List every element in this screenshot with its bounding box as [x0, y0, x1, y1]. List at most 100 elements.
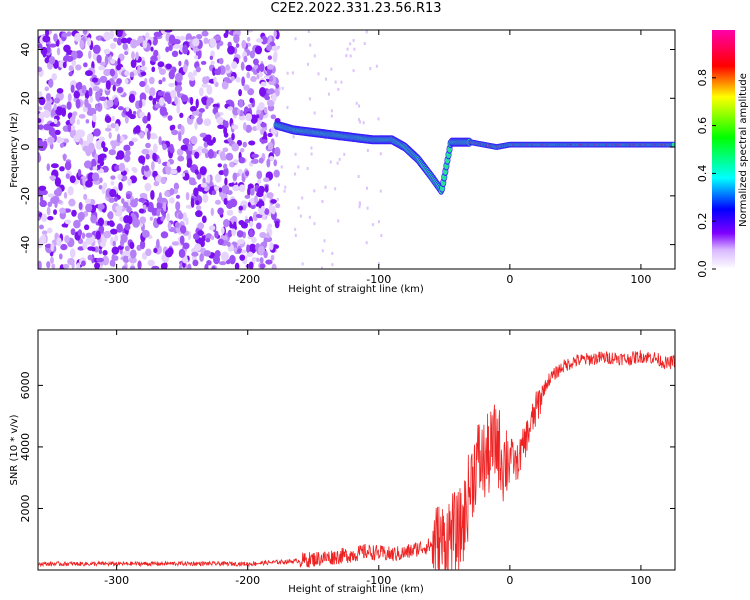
noise-cell	[38, 96, 46, 106]
noise-cell	[231, 132, 235, 141]
noise-cell	[268, 80, 276, 86]
noise-cell	[238, 205, 244, 211]
noise-cell	[160, 231, 169, 239]
noise-cell	[248, 261, 254, 269]
noise-cell	[294, 152, 297, 156]
noise-cell	[73, 90, 81, 99]
noise-cell	[294, 233, 297, 237]
noise-cell	[164, 30, 173, 33]
noise-cell	[109, 68, 116, 77]
noise-cell	[111, 253, 116, 263]
noise-cell	[238, 219, 245, 226]
noise-cell	[363, 42, 366, 46]
noise-cell	[63, 44, 71, 53]
noise-cell	[217, 207, 224, 215]
noise-cell	[286, 105, 289, 109]
noise-cell	[203, 118, 212, 127]
noise-cell	[187, 143, 193, 152]
noise-cell	[206, 139, 215, 146]
noise-cell	[162, 143, 167, 151]
noise-cell	[377, 262, 380, 266]
noise-cell	[329, 160, 332, 164]
noise-cell	[96, 257, 104, 263]
noise-cell	[109, 42, 117, 50]
noise-cell	[156, 208, 161, 217]
noise-cell	[191, 251, 199, 257]
noise-cell	[152, 134, 158, 140]
noise-cell	[41, 230, 48, 235]
noise-cell	[164, 93, 168, 102]
noise-cell	[225, 64, 230, 71]
noise-cell	[94, 262, 101, 269]
noise-cell	[176, 104, 181, 114]
noise-cell	[245, 124, 252, 133]
noise-cell	[366, 206, 369, 210]
noise-cell	[353, 47, 356, 51]
noise-cell	[86, 109, 95, 116]
noise-cell	[245, 113, 253, 122]
noise-cell	[210, 60, 215, 65]
noise-cell	[263, 239, 268, 248]
x-tick-label: -100	[366, 574, 391, 587]
noise-cell	[92, 85, 100, 92]
noise-cell	[205, 233, 213, 240]
noise-cell	[267, 64, 274, 70]
noise-cell	[250, 75, 257, 82]
noise-cell	[110, 58, 116, 65]
noise-cell	[281, 86, 284, 90]
noise-cell	[249, 220, 254, 228]
noise-cell	[362, 121, 365, 125]
noise-cell	[129, 241, 135, 250]
noise-cell	[260, 35, 268, 45]
noise-cell	[252, 211, 258, 222]
noise-cell	[91, 172, 100, 182]
noise-cell	[222, 147, 229, 153]
noise-cell	[235, 43, 240, 48]
noise-cell	[147, 111, 151, 122]
noise-cell	[255, 38, 264, 43]
noise-cell	[134, 197, 139, 203]
noise-cell	[144, 182, 152, 192]
noise-cell	[117, 106, 124, 111]
noise-cell	[171, 129, 179, 136]
noise-cell	[147, 259, 155, 267]
noise-cell	[47, 43, 51, 54]
noise-cell	[48, 78, 54, 88]
noise-cell	[216, 42, 220, 50]
noise-cell	[267, 55, 273, 60]
noise-cell	[334, 80, 337, 84]
noise-cell	[258, 157, 264, 164]
noise-cell	[246, 71, 251, 79]
noise-cell	[38, 112, 47, 118]
noise-cell	[270, 199, 277, 204]
noise-cell	[98, 136, 105, 143]
noise-cell	[176, 148, 184, 156]
noise-cell	[108, 197, 115, 203]
noise-cell	[225, 99, 234, 105]
noise-cell	[313, 111, 316, 115]
noise-cell	[145, 142, 151, 149]
noise-cell	[248, 229, 254, 238]
noise-cell	[270, 114, 277, 120]
noise-cell	[152, 170, 158, 177]
noise-cell	[53, 103, 57, 111]
noise-cell	[297, 165, 300, 169]
noise-cell	[48, 56, 56, 65]
noise-cell	[170, 169, 178, 175]
noise-cell	[138, 155, 146, 164]
noise-cell	[232, 172, 238, 181]
noise-cell	[38, 139, 44, 149]
noise-cell	[379, 152, 382, 156]
noise-cell	[109, 188, 117, 198]
noise-cell	[248, 140, 256, 146]
noise-cell	[218, 170, 225, 176]
noise-cell	[185, 217, 189, 226]
noise-cell	[258, 101, 265, 111]
noise-cell	[129, 256, 137, 264]
noise-cell	[62, 153, 67, 162]
noise-cell	[276, 197, 279, 201]
y-tick-label: 4000	[19, 433, 32, 461]
noise-cell	[178, 60, 182, 67]
noise-cell	[87, 254, 93, 261]
noise-cell	[111, 140, 117, 150]
